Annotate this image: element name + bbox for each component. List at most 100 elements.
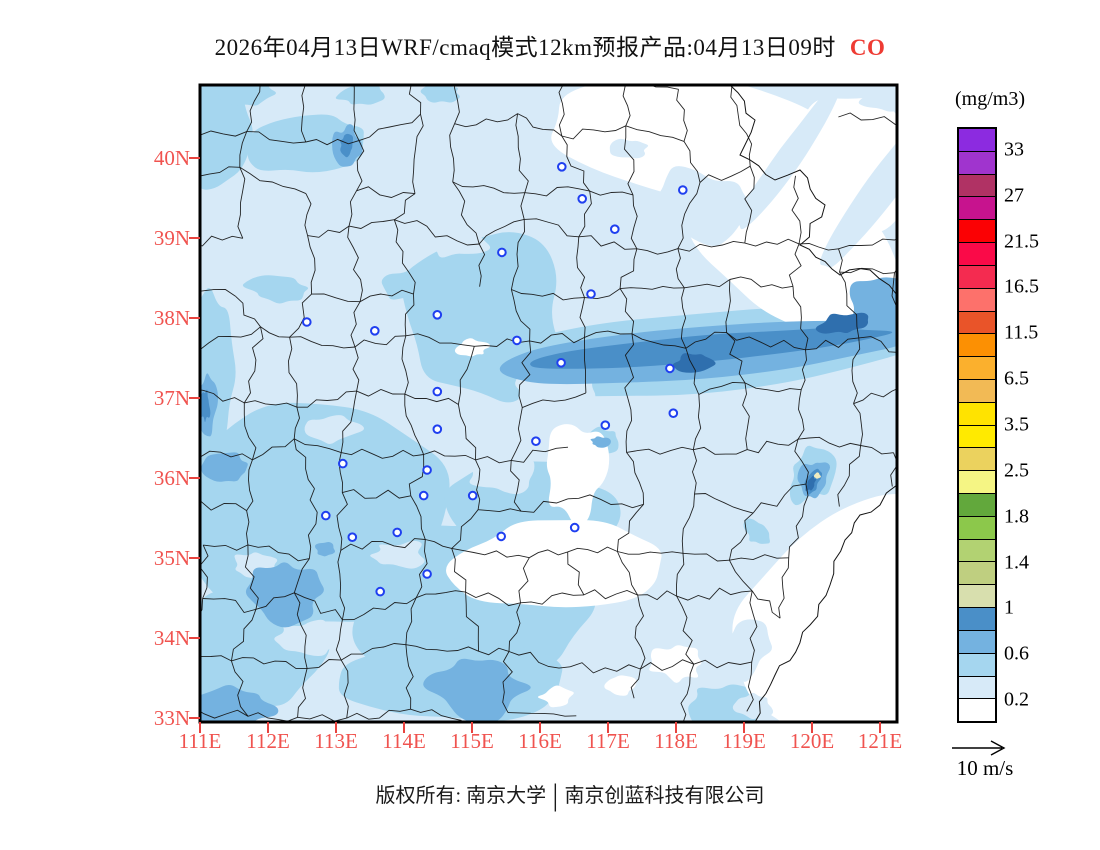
legend-tick-6.5: 6.5 — [1004, 367, 1029, 390]
fill-region-white — [537, 685, 574, 708]
city-marker — [577, 194, 588, 204]
lon-label-115E: 115E — [450, 729, 494, 753]
legend-tick-11.5: 11.5 — [1004, 321, 1039, 344]
fill-region-pale — [370, 540, 425, 569]
fill-region-light — [214, 85, 276, 106]
legend-tick-16.5: 16.5 — [1004, 275, 1039, 298]
city-marker — [569, 522, 580, 533]
city-marker — [432, 424, 443, 435]
city-marker — [512, 335, 522, 346]
legend-cell-25 — [959, 699, 995, 722]
fill-region-pale — [609, 138, 649, 159]
fill-region-light — [335, 85, 385, 105]
city-marker — [668, 408, 679, 419]
city-marker — [600, 420, 611, 431]
legend-tick-3.5: 3.5 — [1004, 413, 1029, 436]
legend-cell-10 — [959, 357, 995, 380]
legend-tick-0.2: 0.2 — [1004, 688, 1029, 711]
legend-cell-4 — [959, 220, 995, 244]
fill-region-pale — [274, 619, 342, 657]
legend-cell-1 — [959, 151, 995, 175]
footer-separator: | — [553, 778, 558, 813]
legend-tick-1.8: 1.8 — [1004, 505, 1029, 528]
legend-tick-33: 33 — [1004, 138, 1024, 161]
city-marker — [338, 458, 348, 469]
fill-region-pale — [717, 619, 772, 682]
fill-region-pale — [304, 415, 364, 445]
legend-cell-5 — [959, 243, 995, 266]
city-marker — [665, 363, 675, 374]
fill-region-pale — [732, 692, 774, 720]
legend-cell-16 — [959, 494, 995, 517]
city-marker — [496, 531, 507, 542]
admin-boundaries — [200, 85, 897, 722]
fill-region-hotspot_center — [814, 472, 821, 479]
fill-region-pale — [735, 85, 841, 230]
fill-region-medium — [423, 658, 531, 722]
city-marker — [432, 310, 443, 320]
lon-label-121E: 121E — [857, 729, 903, 753]
city-marker — [321, 510, 331, 521]
lat-label-33N: 33N — [153, 706, 190, 730]
legend-tick-21.5: 21.5 — [1004, 230, 1039, 253]
legend-cell-18 — [959, 539, 995, 563]
fill-region-deep — [340, 133, 354, 158]
city-marker — [392, 527, 402, 538]
legend-cell-21 — [959, 608, 995, 631]
lat-label-37N: 37N — [153, 386, 190, 410]
city-marker — [422, 465, 432, 475]
fill-region-deep — [530, 328, 893, 369]
fill-region-medium — [590, 436, 611, 448]
legend-tick-27: 27 — [1004, 184, 1024, 207]
city-marker — [302, 317, 312, 327]
lon-label-111E: 111E — [178, 729, 222, 753]
lat-label-35N: 35N — [153, 546, 190, 570]
fill-region-deepest — [815, 312, 869, 334]
legend-cell-2 — [959, 174, 995, 198]
fill-region-light — [242, 275, 309, 304]
legend-cell-15 — [959, 471, 995, 494]
legend-cell-22 — [959, 630, 995, 654]
lat-label-34N: 34N — [153, 626, 190, 650]
city-marker — [375, 586, 385, 597]
fill-region-light — [743, 518, 770, 544]
city-marker — [610, 224, 620, 234]
legend-cell-8 — [959, 311, 995, 335]
fill-region-pale — [858, 85, 897, 112]
city-marker — [422, 569, 432, 579]
lon-label-114E: 114E — [382, 729, 426, 753]
city-marker — [678, 185, 688, 195]
city-marker — [497, 247, 507, 258]
legend-cell-19 — [959, 562, 995, 586]
fill-region-light — [420, 85, 460, 103]
axis-ticks — [189, 83, 899, 733]
city-marker — [556, 358, 566, 368]
legend-cell-17 — [959, 516, 995, 540]
legend-cell-12 — [959, 402, 995, 426]
lat-label-39N: 39N — [153, 226, 190, 250]
wind-reference-label: 10 m/s — [956, 756, 1014, 780]
city-marker — [531, 436, 541, 447]
fill-region-white — [604, 675, 637, 696]
fill-region-pale — [820, 142, 897, 268]
concentration-fill — [200, 85, 897, 722]
lat-label-36N: 36N — [153, 466, 190, 490]
city-marker — [370, 326, 380, 336]
legend-tick-0.6: 0.6 — [1004, 642, 1029, 665]
fill-region-medium — [315, 541, 336, 557]
legend-tick-2.5: 2.5 — [1004, 459, 1029, 482]
lon-label-120E: 120E — [789, 729, 835, 753]
fill-region-white — [446, 520, 662, 608]
fill-region-deepest — [672, 353, 716, 373]
pollutant-label: CO — [849, 35, 886, 60]
copyright-company: 南京创蓝科技有限公司 — [564, 785, 765, 807]
forecast-map — [189, 83, 899, 733]
lon-label-116E: 116E — [518, 729, 562, 753]
lon-label-113E: 113E — [314, 729, 358, 753]
city-markers — [302, 162, 688, 597]
page-title: 2026年04月13日WRF/cmaq模式12km预报产品:04月13日09时 C… — [0, 28, 1100, 62]
legend-cell-13 — [959, 425, 995, 449]
legend-tick-1.4: 1.4 — [1004, 551, 1029, 574]
city-marker — [586, 289, 596, 299]
